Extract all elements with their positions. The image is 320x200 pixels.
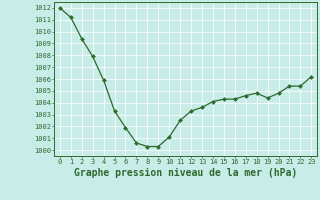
X-axis label: Graphe pression niveau de la mer (hPa): Graphe pression niveau de la mer (hPa)	[74, 168, 297, 178]
